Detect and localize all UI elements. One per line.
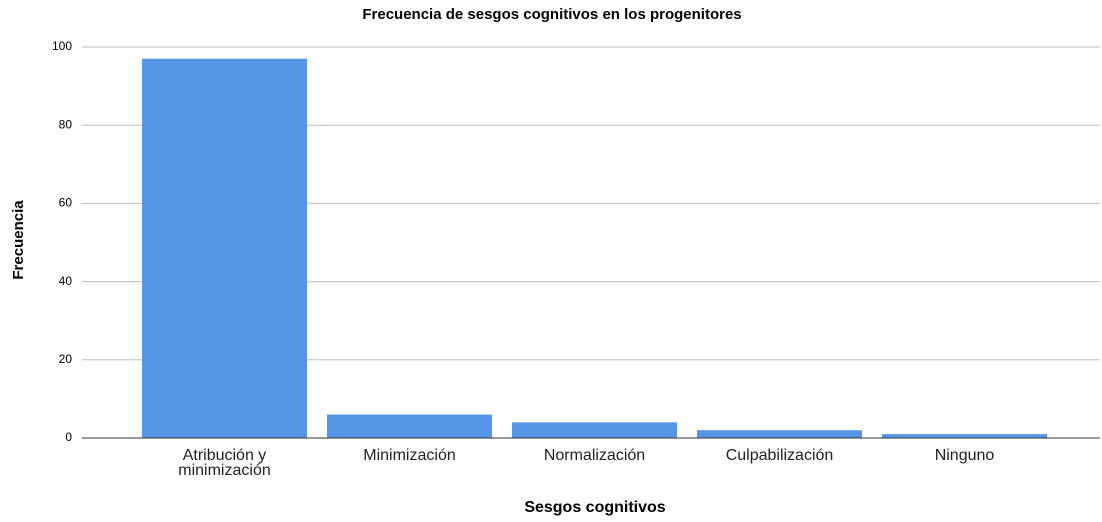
bar <box>327 414 492 438</box>
x-tick-label: Minimización <box>363 447 456 464</box>
x-tick-label: Atribución y minimización <box>178 447 271 479</box>
x-tick-label: Culpabilización <box>725 447 834 464</box>
y-tick-label: 80 <box>59 117 73 131</box>
x-axis-label: Sesgos cognitivos <box>524 499 665 516</box>
bar <box>697 430 862 438</box>
y-tick-label: 100 <box>52 39 72 53</box>
x-tick-label: Normalización <box>543 447 646 464</box>
bar <box>142 58 307 438</box>
y-tick-label: 20 <box>59 352 73 366</box>
bar <box>512 422 677 438</box>
x-tick-label: Ninguno <box>934 447 995 464</box>
chart-title: Frecuencia de sesgos cognitivos en los p… <box>362 6 741 23</box>
y-tick-label: 40 <box>59 274 73 288</box>
y-tick-label: 0 <box>65 430 72 444</box>
y-tick-label: 60 <box>59 196 73 210</box>
y-axis-label: Frecuencia <box>10 200 27 280</box>
bar <box>882 434 1047 438</box>
